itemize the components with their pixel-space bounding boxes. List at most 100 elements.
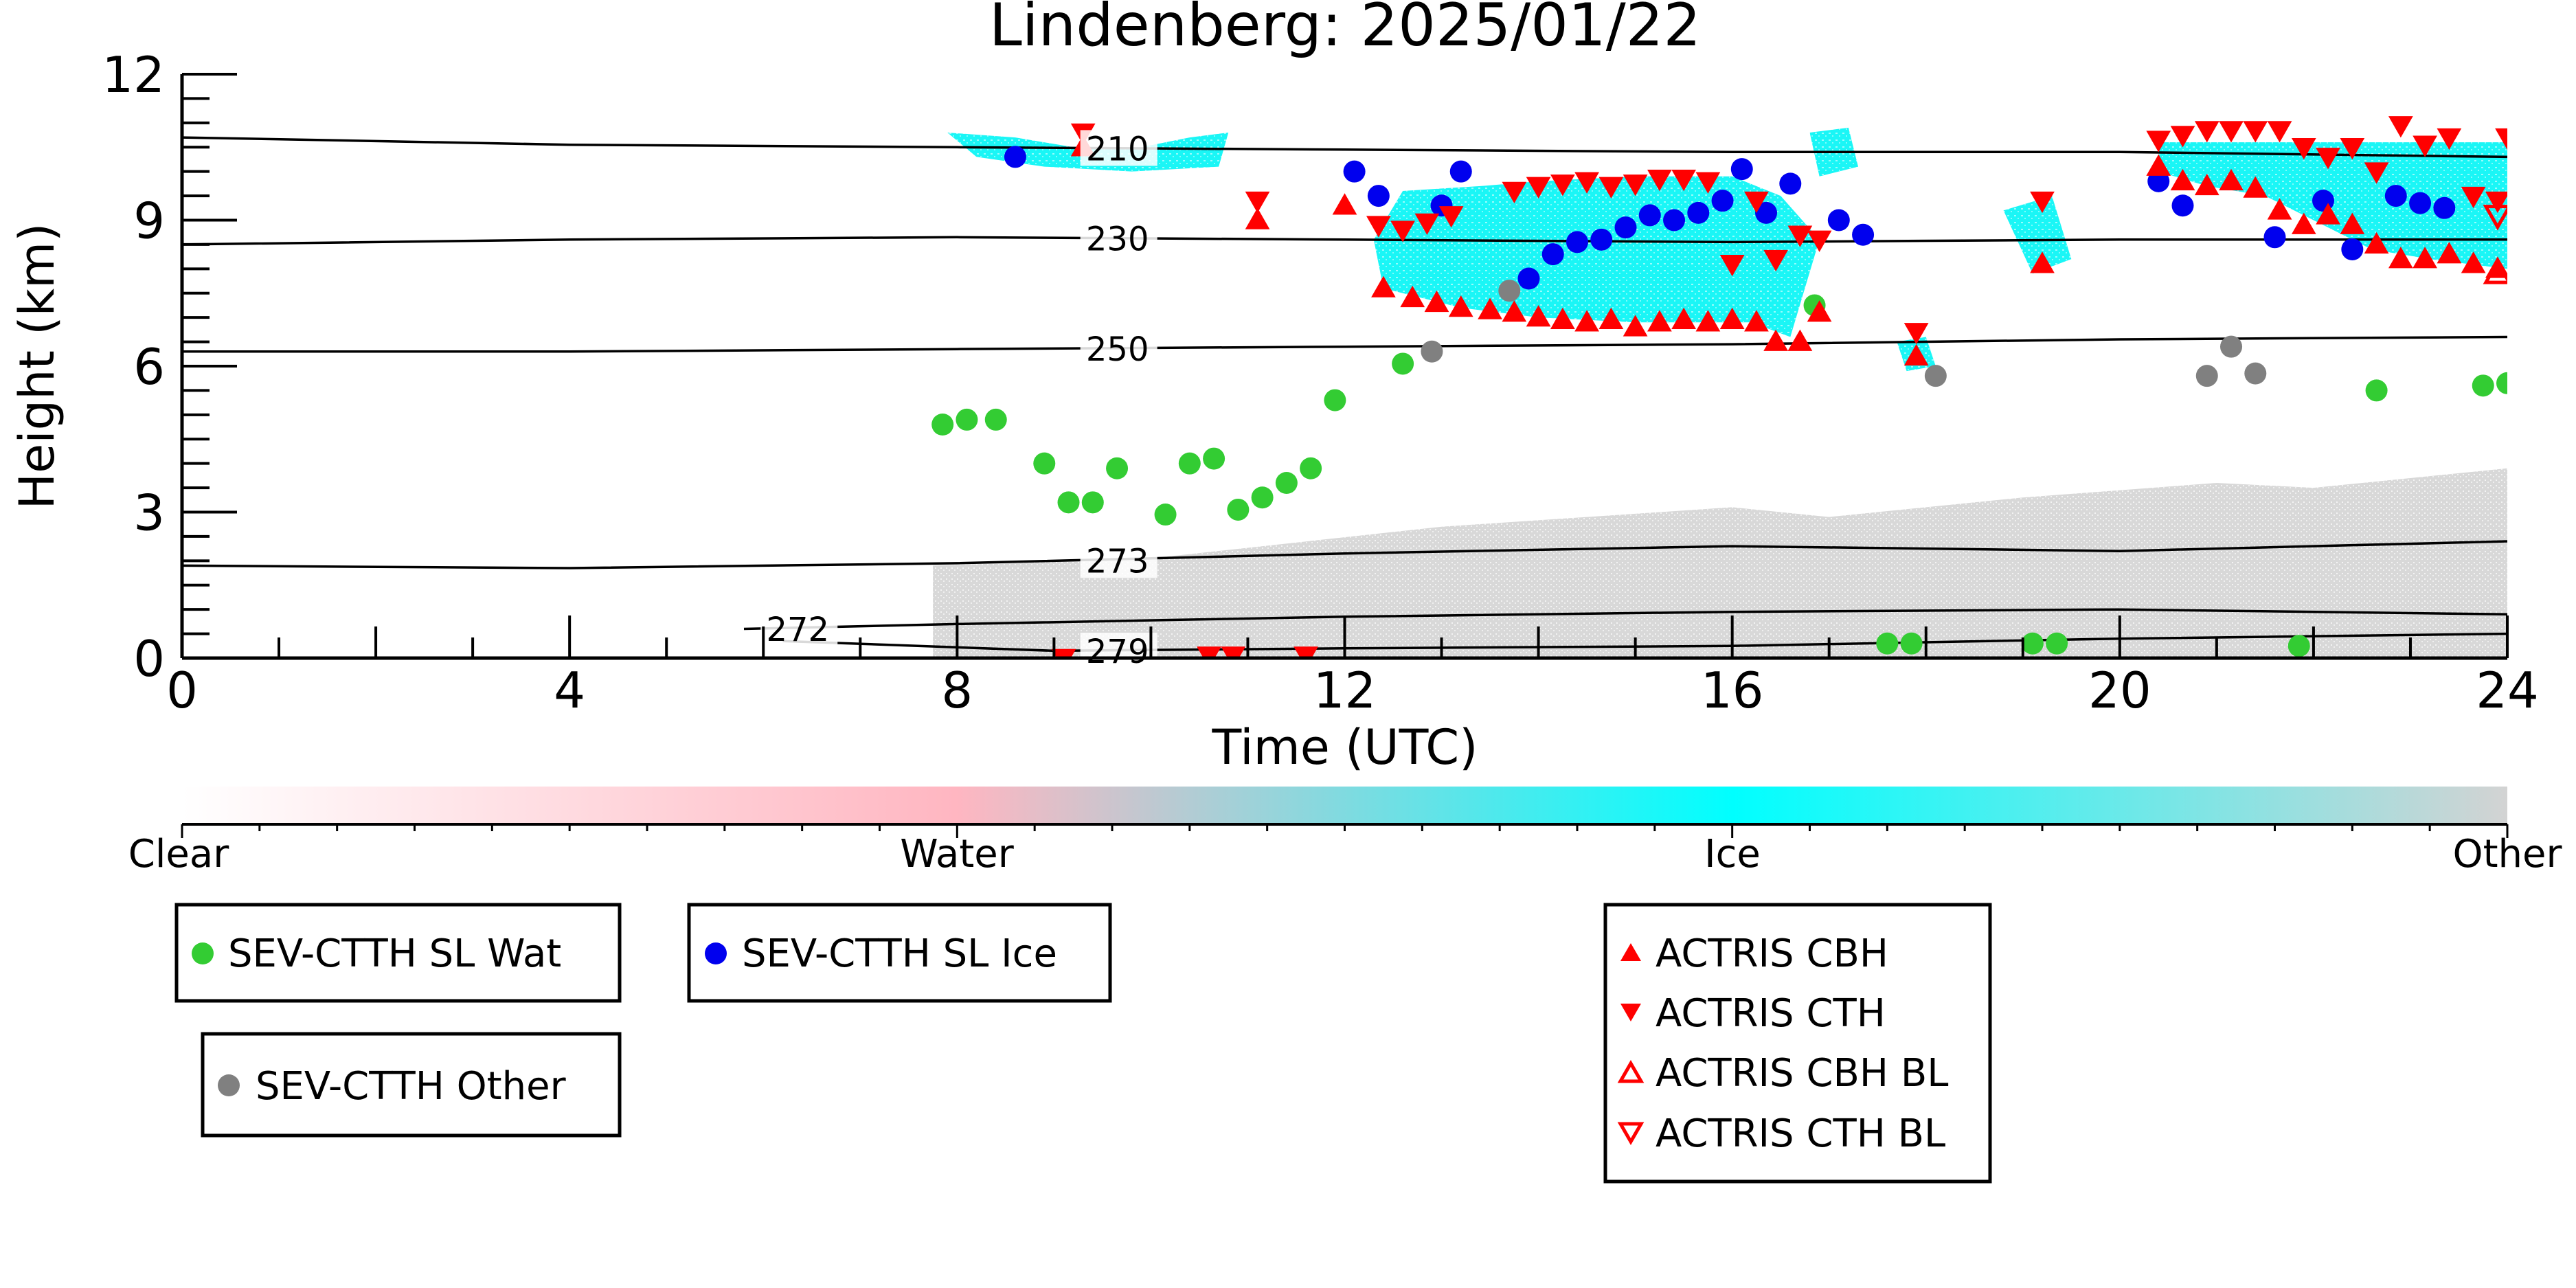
marker-point	[1550, 307, 1575, 329]
marker-point	[1903, 343, 1929, 366]
x-tick-label: 20	[2088, 662, 2151, 719]
marker-point	[1852, 223, 1875, 246]
contour-label: 273	[1086, 542, 1149, 580]
marker-point	[1502, 181, 1527, 204]
colorbar-label-ice: Ice	[1704, 832, 1761, 877]
x-tick-label: 8	[941, 662, 973, 719]
x-tick-label: 12	[1313, 662, 1377, 719]
marker-point	[1390, 221, 1415, 242]
contour-label-bg	[1080, 130, 1157, 166]
marker-point	[1695, 172, 1721, 194]
marker-point	[1663, 209, 1686, 231]
marker-point	[1106, 457, 1129, 479]
marker-point	[1300, 457, 1322, 479]
legend-label-ice: SEV-CTTH SL Ice	[742, 931, 1057, 976]
marker-point	[1903, 323, 1929, 345]
marker-point	[1541, 243, 1564, 266]
legend-label-cth-bl: ACTRIS CTH BL	[1656, 1111, 1945, 1156]
contour-label: 250	[1086, 330, 1149, 369]
marker-point	[1787, 225, 1813, 247]
marker-point	[1057, 491, 1080, 514]
marker-point	[1623, 174, 1648, 196]
colorbar: Clear Water Ice Other	[128, 787, 2562, 877]
marker-point	[2267, 198, 2292, 220]
marker-point	[1324, 389, 1346, 411]
marker-point	[2021, 632, 2044, 655]
y-tick-label: 12	[102, 46, 165, 104]
marker-point	[1787, 329, 1813, 351]
marker-point	[2316, 148, 2340, 170]
marker-point	[1400, 285, 1425, 308]
marker-point	[1448, 295, 1473, 317]
marker-point	[2195, 365, 2218, 387]
colorbar-label-clear: Clear	[128, 832, 229, 877]
marker-point	[2364, 162, 2389, 184]
contour-label-bg	[1080, 330, 1157, 367]
marker-point	[1414, 213, 1440, 236]
contour-label: 279	[1086, 633, 1149, 671]
marker-point	[2287, 635, 2310, 657]
marker-point	[2485, 191, 2507, 214]
legend-marker-cth	[1620, 1004, 1641, 1021]
axes: 0 3 6 9 12 0 4 8 12 16 20 24	[102, 46, 2538, 719]
marker-point	[2437, 242, 2462, 264]
marker-point	[1245, 191, 1270, 214]
marker-point	[1275, 472, 1298, 494]
legend-label-other: SEV-CTTH Other	[256, 1064, 567, 1109]
marker-point	[1647, 170, 1672, 192]
marker-point	[1154, 504, 1177, 526]
marker-point	[1178, 452, 1201, 475]
marker-point	[1730, 158, 1753, 181]
marker-point	[1647, 310, 1672, 332]
marker-point	[1719, 307, 1745, 329]
marker-point	[1598, 177, 1624, 199]
marker-point	[2219, 168, 2244, 191]
marker-point	[2483, 205, 2507, 231]
legend-marker-cbh-bl	[1617, 1059, 1645, 1083]
legend-sev-ice: SEV-CTTH SL Ice	[687, 903, 1112, 1003]
marker-point	[2046, 632, 2068, 655]
marker-point	[2341, 238, 2364, 260]
marker-point	[2495, 128, 2507, 150]
contour-label: 272	[766, 611, 829, 649]
marker-point	[1614, 216, 1637, 239]
marker-point	[2472, 374, 2494, 397]
marker-point	[2170, 168, 2195, 191]
other-cloud-region	[933, 468, 2507, 658]
legend-sev-other: SEV-CTTH Other	[201, 1032, 622, 1138]
y-tick-label: 9	[133, 192, 165, 250]
marker-point	[1574, 310, 1599, 332]
contour-label-bg	[1080, 542, 1157, 578]
marker-point	[2496, 372, 2507, 394]
marker-point	[2291, 212, 2316, 234]
colorbar-ticks	[181, 824, 2509, 838]
marker-point	[2030, 191, 2055, 214]
marker-point	[1251, 486, 1274, 509]
x-axis-label: Time (UTC)	[1212, 719, 1478, 776]
marker-point	[2461, 251, 2486, 273]
marker-point	[2291, 138, 2316, 160]
marker-point	[956, 408, 978, 431]
marker-point	[2316, 203, 2340, 225]
marker-point	[2244, 362, 2267, 385]
marker-point	[1900, 632, 1923, 655]
legend-marker-cbh	[1620, 943, 1641, 961]
marker-point	[1438, 206, 1464, 228]
marker-point	[2365, 379, 2388, 402]
marker-point	[2219, 121, 2244, 143]
legend-sev-wat: SEV-CTTH SL Wat	[174, 903, 622, 1003]
marker-point	[2413, 247, 2437, 269]
contour-label-bg	[1080, 633, 1157, 669]
x-tick-label: 0	[166, 662, 198, 719]
marker-point	[2384, 185, 2407, 207]
marker-point	[2194, 173, 2219, 196]
marker-point	[1526, 177, 1551, 199]
marker-point	[1574, 172, 1599, 194]
marker-point	[1343, 160, 1366, 183]
colorbar-label-other: Other	[2452, 832, 2562, 877]
marker-point	[1424, 290, 1449, 313]
contour-label-bg	[760, 610, 838, 646]
data-markers	[931, 116, 2507, 658]
marker-point	[1051, 648, 1076, 658]
